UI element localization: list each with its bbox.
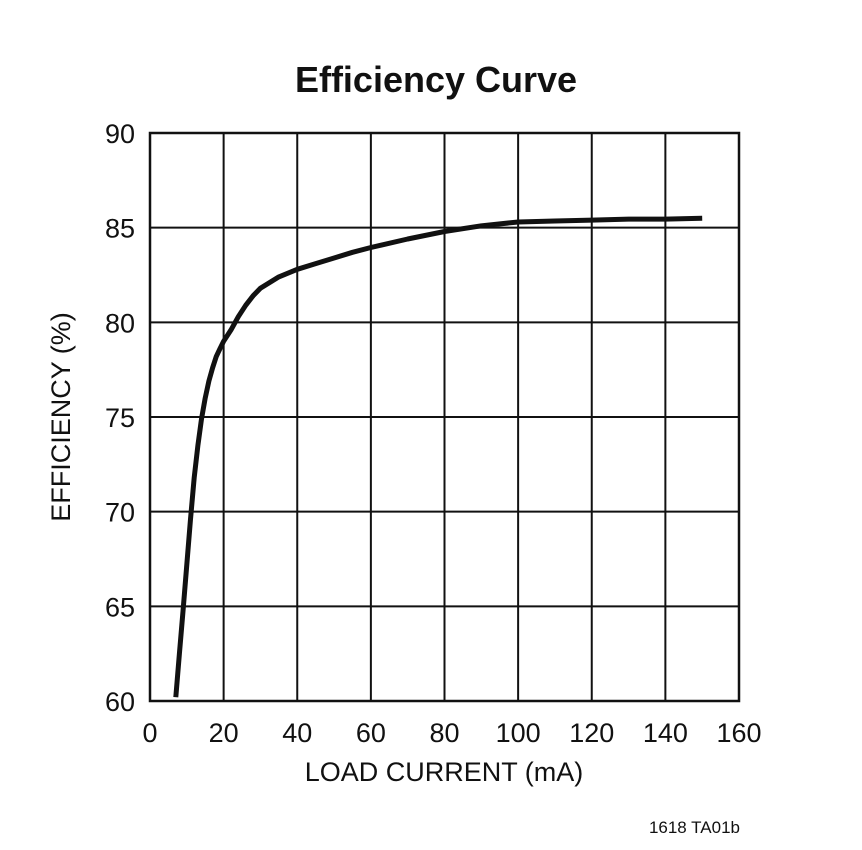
x-tick-label: 0 bbox=[142, 718, 157, 748]
chart-title: Efficiency Curve bbox=[295, 59, 577, 100]
x-tick-label: 140 bbox=[643, 718, 688, 748]
x-tick-label: 120 bbox=[569, 718, 614, 748]
figure-code: 1618 TA01b bbox=[649, 818, 740, 837]
y-tick-label: 75 bbox=[105, 403, 135, 433]
x-tick-label: 160 bbox=[716, 718, 761, 748]
grid bbox=[150, 133, 739, 701]
x-tick-label: 100 bbox=[496, 718, 541, 748]
x-tick-label: 80 bbox=[429, 718, 459, 748]
x-axis-ticks: 0 20 40 60 80 100 120 140 160 bbox=[142, 718, 761, 748]
x-tick-label: 40 bbox=[282, 718, 312, 748]
y-tick-label: 80 bbox=[105, 308, 135, 338]
y-tick-label: 60 bbox=[105, 687, 135, 717]
efficiency-curve bbox=[173, 215, 703, 698]
y-axis-ticks: 60 65 70 75 80 85 90 bbox=[105, 119, 135, 717]
y-tick-label: 90 bbox=[105, 119, 135, 149]
plot-frame bbox=[148, 131, 741, 703]
y-tick-label: 65 bbox=[105, 592, 135, 622]
x-axis-title: LOAD CURRENT (mA) bbox=[305, 757, 584, 787]
y-tick-label: 85 bbox=[105, 214, 135, 244]
x-tick-label: 60 bbox=[356, 718, 386, 748]
y-tick-label: 70 bbox=[105, 498, 135, 528]
y-axis-title: EFFICIENCY (%) bbox=[46, 312, 76, 522]
x-tick-label: 20 bbox=[209, 718, 239, 748]
